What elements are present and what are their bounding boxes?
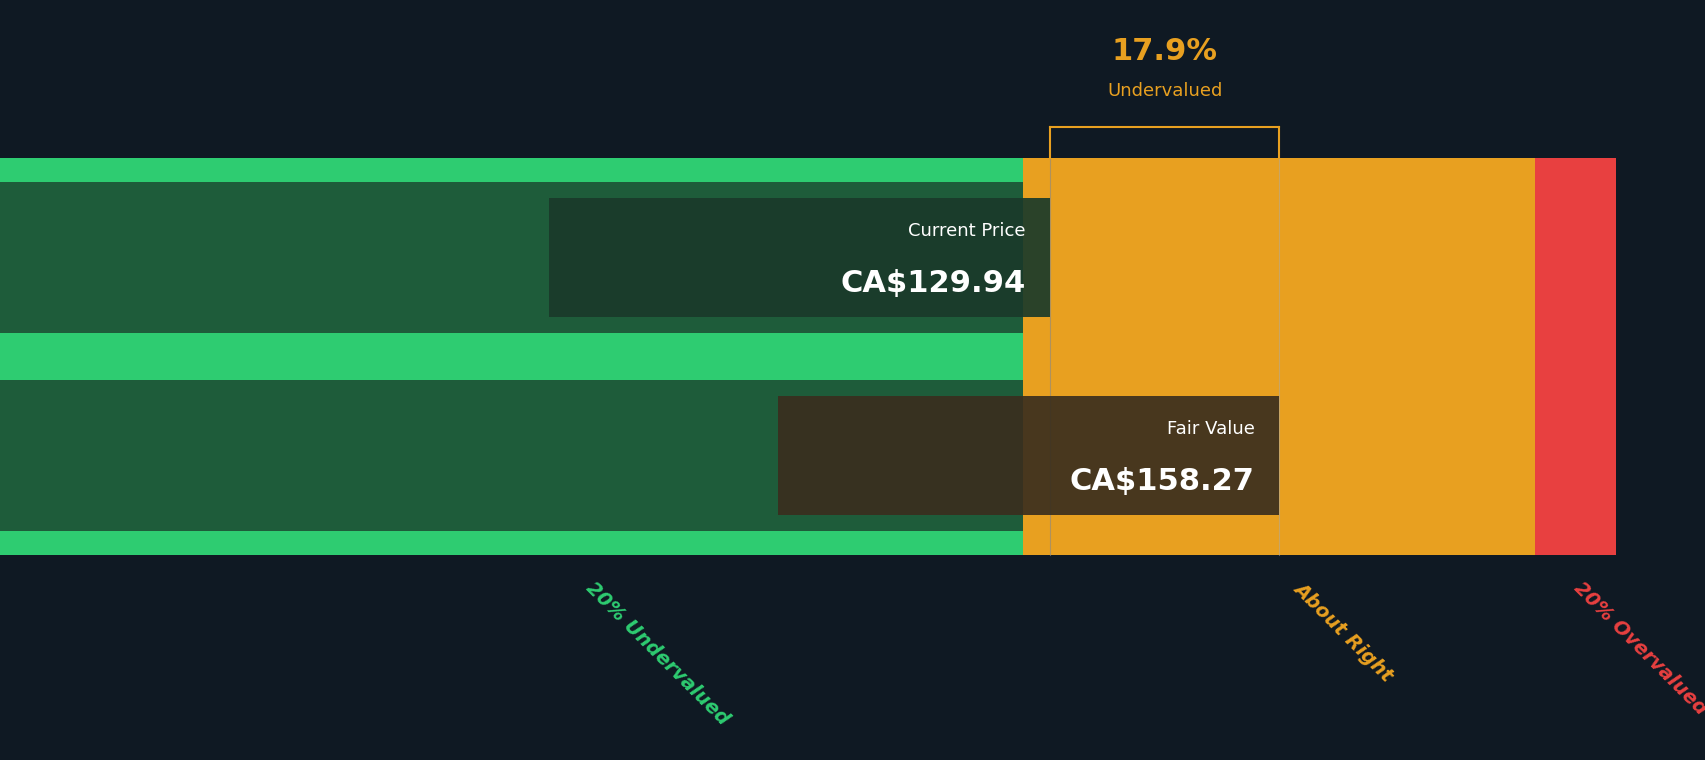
Text: CA$129.94: CA$129.94: [841, 269, 1025, 298]
Bar: [1023, 531, 1534, 555]
Bar: [1023, 159, 1534, 182]
Bar: [1534, 333, 1615, 356]
Bar: [1023, 356, 1534, 555]
Text: 17.9%: 17.9%: [1112, 37, 1217, 66]
Bar: [1023, 333, 1534, 356]
Text: About Right: About Right: [1289, 578, 1396, 685]
Bar: [0, 531, 1023, 555]
Bar: [549, 198, 1050, 317]
Bar: [1534, 159, 1615, 182]
Bar: [0, 333, 1023, 356]
Bar: [1534, 159, 1615, 356]
Bar: [0, 356, 1023, 380]
Text: Fair Value: Fair Value: [1166, 420, 1255, 439]
Text: Undervalued: Undervalued: [1107, 82, 1221, 100]
Text: 20% Undervalued: 20% Undervalued: [581, 578, 731, 729]
Text: 20% Overvalued: 20% Overvalued: [1569, 578, 1705, 719]
Text: Current Price: Current Price: [907, 223, 1025, 240]
Bar: [1534, 356, 1615, 555]
Bar: [1023, 159, 1534, 356]
Bar: [1534, 531, 1615, 555]
Bar: [0, 159, 1023, 356]
Bar: [1534, 356, 1615, 380]
Bar: [0, 159, 1023, 182]
Bar: [777, 396, 1279, 515]
Text: CA$158.27: CA$158.27: [1069, 467, 1255, 496]
Bar: [1023, 356, 1534, 380]
Bar: [0, 356, 1023, 555]
